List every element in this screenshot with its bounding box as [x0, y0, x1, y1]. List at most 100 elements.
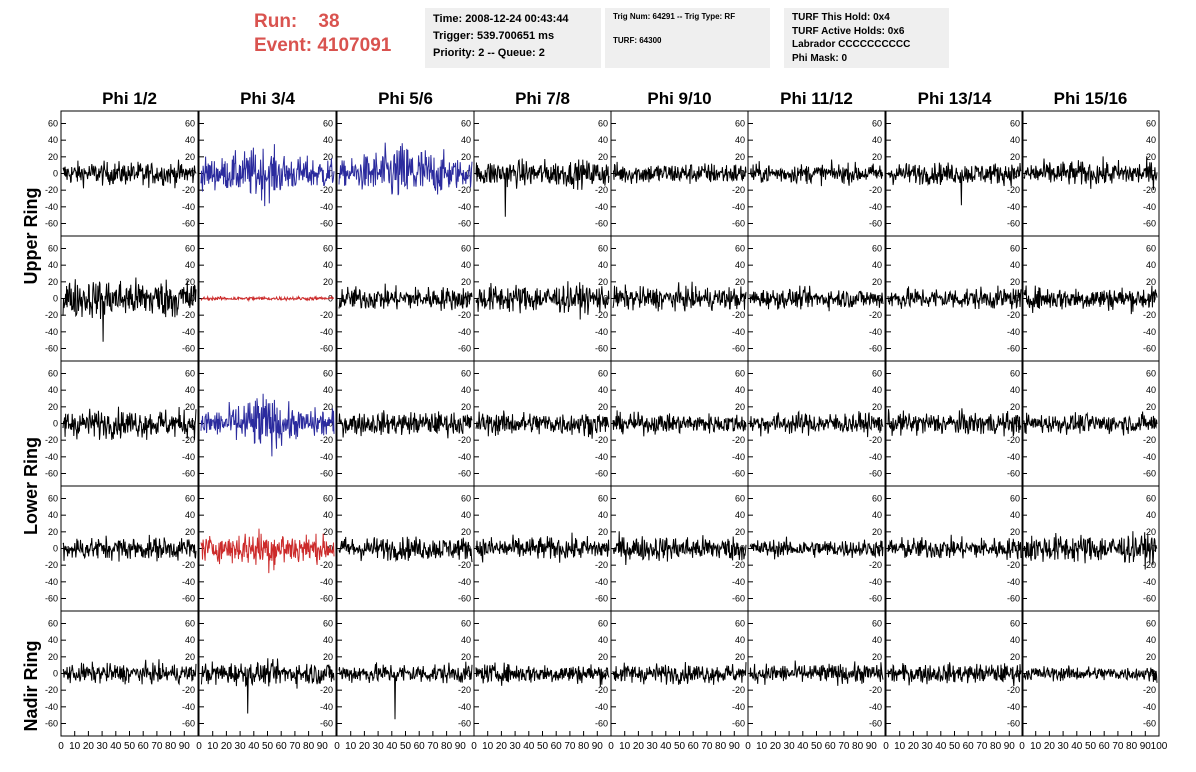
- ytick-label-r3-c7-40: 40: [1010, 385, 1020, 395]
- ytick-label-r3-c6--60: -60: [869, 469, 882, 479]
- priority-text: Priority: 2 -- Queue: 2: [433, 47, 545, 59]
- xtick-label-c7-60: 60: [963, 741, 975, 752]
- ytick-label-r2-c5--20: -20: [732, 310, 745, 320]
- xtick-label-c6-60: 60: [825, 741, 837, 752]
- ytick-label-r5-c2--20: -20: [320, 685, 333, 695]
- ytick-label-left-r2--60: -60: [45, 344, 58, 354]
- ytick-label-r5-c3-0: 0: [466, 669, 471, 679]
- xtick-label-c8-10: 10: [1030, 741, 1042, 752]
- column-header-6: Phi 11/12: [780, 89, 853, 108]
- xtick-label-c5-20: 20: [633, 741, 645, 752]
- ytick-label-r3-c8--20: -20: [1143, 435, 1156, 445]
- ytick-label-r2-c6--60: -60: [869, 344, 882, 354]
- ytick-label-r3-c2--20: -20: [320, 435, 333, 445]
- ytick-label-r2-c2--40: -40: [320, 327, 333, 337]
- ytick-label-r4-c3-60: 60: [461, 494, 471, 504]
- ytick-label-r5-c8--60: -60: [1143, 719, 1156, 729]
- ytick-label-r1-c6-40: 40: [872, 135, 882, 145]
- ytick-label-r3-c8--60: -60: [1143, 469, 1156, 479]
- ytick-label-r4-c4--20: -20: [595, 560, 608, 570]
- ytick-label-r5-c5--60: -60: [732, 719, 745, 729]
- xtick-label-c2-60: 60: [276, 741, 288, 752]
- ytick-label-r1-c4--20: -20: [595, 185, 608, 195]
- panel-frame-r4-c6: [747, 485, 886, 612]
- ytick-label-r5-c1--20: -20: [182, 685, 195, 695]
- ytick-label-r4-c6--40: -40: [869, 577, 882, 587]
- ytick-label-r4-c1-40: 40: [185, 510, 195, 520]
- trigger-text: Trigger: 539.700651 ms: [433, 30, 555, 42]
- ytick-label-left-r2-60: 60: [48, 244, 58, 254]
- ytick-label-r1-c3--20: -20: [458, 185, 471, 195]
- ring-label-lower-ring: Lower Ring: [21, 437, 41, 535]
- ytick-label-r3-c1--60: -60: [182, 469, 195, 479]
- ytick-label-r2-c2-40: 40: [323, 260, 333, 270]
- ytick-label-r3-c8--40: -40: [1143, 452, 1156, 462]
- xtick-label-c6-40: 40: [797, 741, 809, 752]
- waveform-r1-c5: [612, 161, 747, 184]
- ytick-label-r3-c4-20: 20: [598, 402, 608, 412]
- xtick-label-c7-10: 10: [894, 741, 906, 752]
- xtick-label-c4-50: 50: [537, 741, 549, 752]
- ytick-label-r2-c5-60: 60: [735, 244, 745, 254]
- ytick-label-r5-c4--20: -20: [595, 685, 608, 695]
- ytick-label-r2-c2--60: -60: [320, 344, 333, 354]
- ytick-label-r1-c5--40: -40: [732, 202, 745, 212]
- ytick-label-left-r4-40: 40: [48, 510, 58, 520]
- run-value: 38: [318, 11, 340, 32]
- ytick-label-r1-c7-40: 40: [1010, 135, 1020, 145]
- ytick-label-left-r4-20: 20: [48, 527, 58, 537]
- ytick-label-r2-c2--20: -20: [320, 310, 333, 320]
- ytick-label-r2-c1--20: -20: [182, 310, 195, 320]
- turf-this-hold-text: TURF This Hold: 0x4: [792, 12, 890, 23]
- ytick-label-left-r1-40: 40: [48, 135, 58, 145]
- ytick-label-r2-c6--40: -40: [869, 327, 882, 337]
- time-text: Time: 2008-12-24 00:43:44: [433, 13, 569, 25]
- ytick-label-r4-c2--20: -20: [320, 560, 333, 570]
- ytick-label-r3-c2-20: 20: [323, 402, 333, 412]
- ytick-label-r1-c7-0: 0: [1015, 169, 1020, 179]
- ytick-label-left-r2-40: 40: [48, 260, 58, 270]
- ytick-label-r1-c4-20: 20: [598, 152, 608, 162]
- ytick-label-left-r3--20: -20: [45, 435, 58, 445]
- ytick-label-r4-c2--40: -40: [320, 577, 333, 587]
- column-header-3: Phi 5/6: [378, 89, 433, 108]
- waveform-r2-c4: [475, 281, 610, 320]
- ytick-label-r5-c6-20: 20: [872, 652, 882, 662]
- trigger-info-box: Trig Num: 64291 -- Trig Type: RF TURF: 6…: [605, 8, 770, 68]
- ytick-label-left-r3--40: -40: [45, 452, 58, 462]
- ytick-label-r1-c6-60: 60: [872, 119, 882, 129]
- waveform-r2-c7: [887, 285, 1022, 310]
- ytick-label-r1-c8-20: 20: [1146, 152, 1156, 162]
- ytick-label-r4-c1-20: 20: [185, 527, 195, 537]
- ytick-label-r1-c1--20: -20: [182, 185, 195, 195]
- ytick-label-r1-c3--60: -60: [458, 219, 471, 229]
- ytick-label-r3-c1-20: 20: [185, 402, 195, 412]
- ytick-label-left-r3-0: 0: [53, 419, 58, 429]
- ytick-label-r4-c6-60: 60: [872, 494, 882, 504]
- ytick-label-r1-c6-20: 20: [872, 152, 882, 162]
- ytick-label-r4-c3-20: 20: [461, 527, 471, 537]
- waveform-r4-c6: [749, 536, 884, 560]
- ytick-label-r5-c7-60: 60: [1010, 619, 1020, 629]
- ytick-label-r2-c5--60: -60: [732, 344, 745, 354]
- ytick-label-r5-c4--40: -40: [595, 702, 608, 712]
- waveform-r2-c2: [200, 294, 335, 303]
- waveform-r4-c2: [200, 528, 335, 574]
- xtick-label-c5-70: 70: [701, 741, 713, 752]
- ytick-label-r5-c6--40: -40: [869, 702, 882, 712]
- xtick-label-c5-0: 0: [608, 741, 614, 752]
- ytick-label-left-r5-40: 40: [48, 635, 58, 645]
- xtick-label-c5-80: 80: [715, 741, 727, 752]
- ytick-label-left-r4--20: -20: [45, 560, 58, 570]
- xtick-label-c2-20: 20: [221, 741, 233, 752]
- ytick-label-r1-c3-40: 40: [461, 135, 471, 145]
- ytick-label-r5-c3--60: -60: [458, 719, 471, 729]
- ytick-label-left-r1-60: 60: [48, 119, 58, 129]
- ytick-label-r4-c2-20: 20: [323, 527, 333, 537]
- ytick-label-left-r2-20: 20: [48, 277, 58, 287]
- xtick-label-c8-40: 40: [1071, 741, 1083, 752]
- xtick-label-c2-90: 90: [317, 741, 329, 752]
- ytick-label-r4-c8-20: 20: [1146, 527, 1156, 537]
- ytick-label-r1-c7--20: -20: [1007, 185, 1020, 195]
- ytick-label-r1-c2-20: 20: [323, 152, 333, 162]
